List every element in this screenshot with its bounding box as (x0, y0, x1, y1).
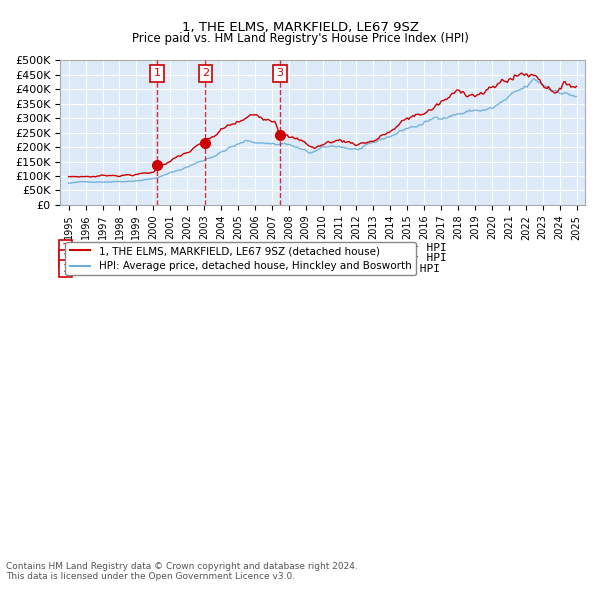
Text: Contains HM Land Registry data © Crown copyright and database right 2024.
This d: Contains HM Land Registry data © Crown c… (6, 562, 358, 581)
Text: 3: 3 (62, 264, 69, 274)
Text: 29-JUN-2007: 29-JUN-2007 (113, 264, 187, 274)
Text: 5% ↑ HPI: 5% ↑ HPI (386, 264, 440, 274)
Bar (157, 60, 280, 205)
Text: £137,000: £137,000 (281, 243, 335, 253)
Text: 31-JAN-2003: 31-JAN-2003 (113, 254, 187, 263)
Text: 40% ↑ HPI: 40% ↑ HPI (386, 243, 446, 253)
Text: £242,000: £242,000 (281, 264, 335, 274)
Text: 2: 2 (202, 68, 209, 78)
Text: 2: 2 (62, 254, 69, 263)
Text: 20-MAR-2000: 20-MAR-2000 (113, 243, 187, 253)
Text: 27% ↑ HPI: 27% ↑ HPI (386, 254, 446, 263)
Text: 1: 1 (62, 243, 69, 253)
Text: 3: 3 (277, 68, 284, 78)
Text: 1, THE ELMS, MARKFIELD, LE67 9SZ: 1, THE ELMS, MARKFIELD, LE67 9SZ (182, 21, 419, 34)
Legend: 1, THE ELMS, MARKFIELD, LE67 9SZ (detached house), HPI: Average price, detached : 1, THE ELMS, MARKFIELD, LE67 9SZ (detach… (65, 242, 416, 276)
Text: 1: 1 (154, 68, 161, 78)
Text: Price paid vs. HM Land Registry's House Price Index (HPI): Price paid vs. HM Land Registry's House … (131, 32, 469, 45)
Text: £215,000: £215,000 (281, 254, 335, 263)
